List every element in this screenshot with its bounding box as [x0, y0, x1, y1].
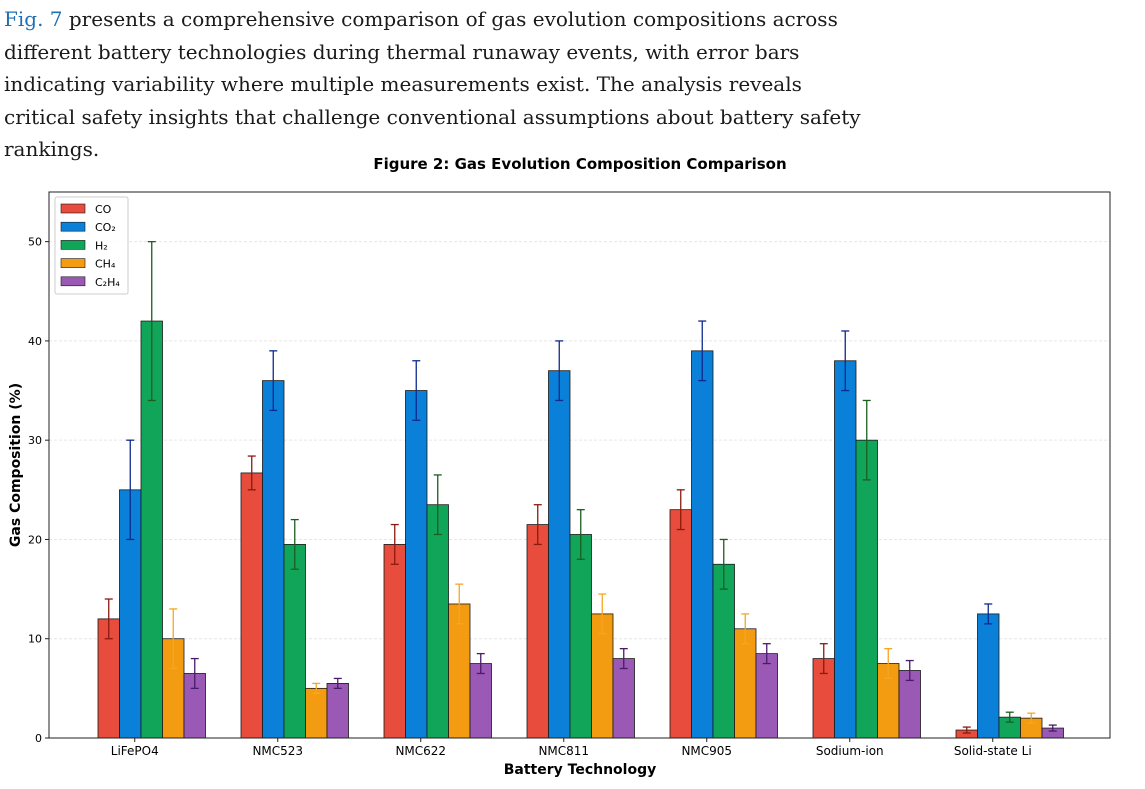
plot-frame: [48, 191, 1111, 739]
y-axis: 0 10 20 30 40 50: [28, 236, 49, 745]
x-tick-label: NMC811: [538, 744, 589, 758]
y-tick-label: 30: [28, 434, 42, 447]
legend: CO CO₂ H₂ CH₄ C₂H₄: [54, 196, 129, 295]
x-axis: LiFePO4 NMC523 NMC622 NMC811 NMC905 Sodium-io…: [111, 738, 1032, 758]
legend-label: CO: [95, 203, 112, 216]
y-axis-label: Gas Composition (%): [8, 383, 24, 547]
bar: [326, 683, 349, 739]
bar: [240, 472, 263, 739]
x-axis-label: Battery Technology: [504, 762, 657, 778]
bar: [834, 360, 857, 739]
x-tick-label: NMC523: [252, 744, 303, 758]
legend-label: CH₄: [95, 258, 116, 271]
bar: [469, 663, 492, 739]
bar: [383, 544, 406, 739]
bars: [97, 320, 1064, 739]
legend-swatch: [60, 203, 86, 214]
paragraph-text: presents a comprehensive comparison of g…: [4, 7, 861, 162]
chart-title: Figure 2: Gas Evolution Composition Comp…: [373, 155, 786, 173]
bar: [305, 687, 328, 739]
bar: [712, 563, 735, 739]
error-bars: [104, 240, 1057, 734]
body-paragraph: Fig. 7 presents a comprehensive comparis…: [4, 3, 864, 166]
bar: [669, 509, 692, 739]
bar: [734, 628, 757, 739]
bar: [283, 544, 306, 739]
y-tick-label: 40: [28, 335, 42, 348]
x-tick-label: NMC622: [395, 744, 446, 758]
y-tick-label: 10: [28, 633, 42, 646]
bar: [262, 380, 285, 739]
legend-label: H₂: [95, 239, 108, 252]
legend-swatch: [60, 258, 86, 268]
x-tick-label: Sodium-ion: [816, 744, 884, 758]
bar: [526, 524, 549, 739]
bar: [977, 613, 1000, 739]
legend-label: CO₂: [95, 221, 116, 234]
legend-label: C₂H₄: [95, 276, 120, 289]
y-tick-label: 50: [28, 236, 42, 249]
x-tick-label: LiFePO4: [111, 744, 159, 758]
bar: [548, 370, 571, 739]
legend-swatch: [60, 276, 86, 287]
bar: [426, 504, 449, 739]
legend-swatch: [60, 221, 86, 232]
legend-swatch: [60, 240, 86, 250]
bar: [755, 653, 778, 739]
x-tick-label: NMC905: [681, 744, 732, 758]
x-tick-label: Solid-state Li: [954, 744, 1032, 758]
y-tick-label: 20: [28, 533, 42, 546]
legend-box: [54, 196, 129, 295]
figure-link[interactable]: Fig. 7: [4, 7, 63, 31]
bar: [612, 658, 635, 739]
bar: [855, 439, 878, 739]
bar: [691, 350, 714, 739]
bar: [405, 390, 428, 739]
bar: [569, 534, 592, 739]
y-tick-label: 0: [35, 732, 42, 745]
